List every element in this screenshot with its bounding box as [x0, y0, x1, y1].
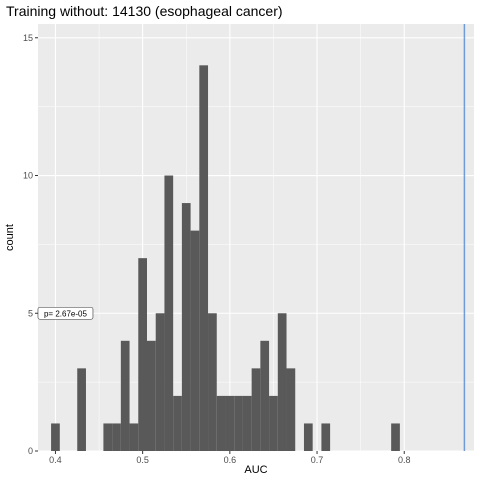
p-value-annotation: p= 2.67e-05	[37, 306, 94, 320]
y-axis: 0 5 10 15	[23, 33, 38, 456]
histogram-bar	[260, 340, 270, 451]
histogram-bar	[391, 423, 400, 451]
histogram-bar	[190, 230, 200, 451]
histogram-bar	[277, 313, 287, 451]
histogram-bar	[234, 395, 243, 451]
histogram-bar	[164, 175, 174, 452]
histogram-bar	[181, 203, 191, 451]
x-tick-label: 0.7	[311, 455, 324, 465]
y-tick-label: 5	[28, 308, 33, 318]
histogram-bar	[120, 340, 130, 451]
y-tick-label: 15	[23, 33, 33, 43]
histogram-bar	[242, 395, 252, 451]
x-tick-label: 0.6	[224, 455, 237, 465]
histogram-bars	[51, 65, 400, 452]
x-tick-label: 0.8	[398, 455, 411, 465]
histogram-bar	[216, 395, 226, 451]
p-value-label: p= 2.67e-05	[44, 309, 87, 318]
histogram-bar	[199, 65, 209, 452]
x-tick-label: 0.5	[136, 455, 149, 465]
x-tick-label: 0.4	[49, 455, 62, 465]
histogram-bar	[77, 368, 86, 451]
histogram-bar	[303, 423, 313, 451]
histogram-bar	[51, 423, 60, 451]
histogram-bar	[208, 313, 217, 451]
histogram-bar	[129, 423, 139, 451]
histogram-bar	[269, 395, 278, 451]
x-axis: 0.4 0.5 0.6 0.7 0.8	[49, 451, 410, 465]
histogram-bar	[112, 423, 121, 451]
x-axis-title: AUC	[244, 464, 267, 476]
histogram-bar	[173, 395, 182, 451]
chart-title: Training without: 14130 (esophageal canc…	[6, 3, 283, 19]
histogram-bar	[225, 395, 235, 451]
y-axis-title: count	[4, 224, 16, 251]
y-tick-label: 10	[23, 171, 33, 181]
histogram-bar	[103, 423, 113, 451]
histogram-bar	[147, 340, 156, 451]
histogram-bar	[251, 368, 261, 451]
y-tick-label: 0	[28, 446, 33, 456]
histogram-bar	[286, 368, 296, 451]
histogram-bar	[321, 423, 331, 451]
histogram-bar	[155, 313, 165, 451]
histogram-bar	[138, 258, 147, 451]
